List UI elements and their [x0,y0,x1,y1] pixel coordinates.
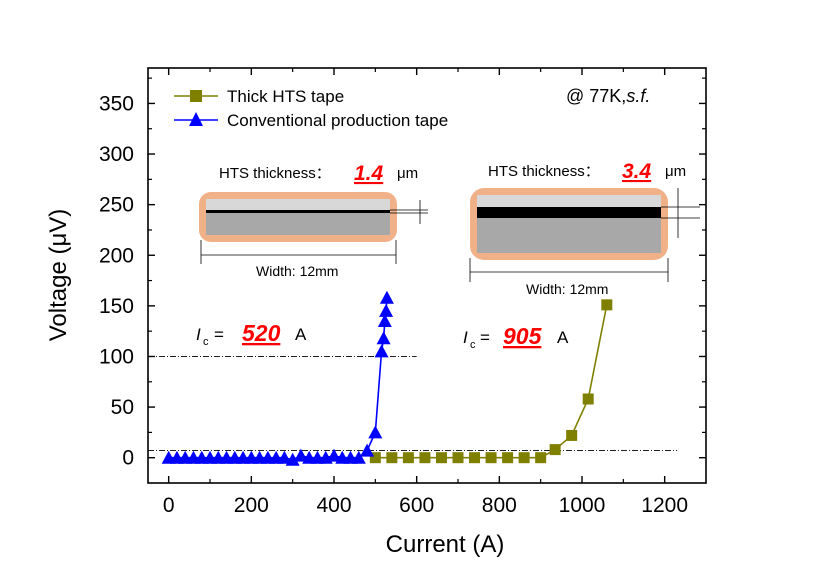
data-point-triangle [377,314,392,328]
tape-right-thickness-value: 3.4 [622,160,652,183]
data-point-square [369,452,381,464]
data-point-square [502,452,514,464]
tape-left-width-label: Width: 12mm [256,263,338,279]
x-tick-label: 800 [482,494,517,517]
tape-left-thickness-label: HTS thickness： [219,165,331,182]
data-point-square [419,452,431,464]
legend-item-thick: Thick HTS tape [174,87,344,106]
data-point-square [435,452,447,464]
ic-right-annotation: I c = 905 A [463,323,569,351]
data-point-triangle [327,448,341,462]
legend-marker-thick [190,90,202,102]
data-point-square [535,452,547,464]
tape-right-buffer [477,195,661,207]
series-layer [161,290,613,466]
legend-marker-conventional [189,112,203,126]
data-point-square [549,444,561,456]
y-tick-label: 300 [99,143,134,166]
data-point-triangle [351,450,366,464]
x-tick-label: 0 [163,494,175,517]
y-tick-label: 250 [99,194,134,217]
data-point-square [566,429,578,441]
legend-label-conventional: Conventional production tape [227,111,448,130]
x-tick-label: 200 [234,494,269,517]
condition-label: @ 77K,s.f. [566,86,650,106]
ic-right-symbol: I [463,328,468,347]
ic-left-value: 520 [242,320,281,346]
data-point-triangle [376,331,391,345]
ic-right-equals: = [480,328,490,347]
x-axis-title: Current (A) [386,531,505,558]
y-tick-label: 0 [122,447,134,470]
tape-left-hts-layer [206,210,390,213]
condition-label-italic: s.f. [626,86,650,106]
data-point-triangle [360,443,375,457]
tape-left-illustration: HTS thickness： 1.4 μm Width: 12mm [199,162,428,279]
data-point-square [469,452,481,464]
data-point-square [518,452,530,464]
data-point-square [601,299,613,311]
y-tick-label: 50 [111,396,134,419]
data-point-triangle [374,344,389,358]
data-point-triangle [379,290,394,304]
data-point-square [452,452,464,464]
data-point-triangle [293,448,308,462]
legend: Thick HTS tape Conventional production t… [174,87,448,130]
ic-left-symbol: I [196,325,201,344]
legend-item-conventional: Conventional production tape [174,111,448,130]
data-point-square [402,452,414,464]
legend-label-thick: Thick HTS tape [227,87,344,106]
ic-left-annotation: I c = 520 A [196,320,307,348]
data-point-triangle [379,303,394,317]
ic-right-unit: A [557,328,569,347]
ic-right-subscript: c [470,339,476,351]
ic-left-subscript: c [203,336,209,348]
condition-label-main: @ 77K, [566,86,626,106]
ic-left-unit: A [295,325,307,344]
y-axis-title: Voltage (μV) [45,209,72,342]
x-tick-label: 1000 [559,494,606,517]
data-point-triangle [285,452,300,466]
ic-left-equals: = [214,325,224,344]
data-point-triangle [368,425,383,439]
data-point-square [582,393,594,405]
tape-right-illustration: HTS thickness： 3.4 μm Width: 12mm [469,160,700,297]
x-tick-label: 1200 [641,494,688,517]
plot-frame [147,67,707,484]
ic-right-value: 905 [503,323,543,349]
y-tick-label: 150 [99,295,134,318]
reference-lines [148,356,678,452]
data-point-square [386,452,398,464]
data-point-triangle [277,450,292,464]
tape-right-thickness-unit: μm [665,163,686,180]
ticks-layer: 0 200 400 600 800 1000 1200 0 50 100 150 200 250 300 3… [99,68,706,517]
y-tick-label: 100 [99,345,134,368]
x-tick-label: 600 [399,494,434,517]
y-tick-label: 200 [99,244,134,267]
tape-left-buffer [206,199,390,211]
tape-left-thickness-unit: μm [397,165,418,182]
y-tick-label: 350 [99,92,134,115]
tape-right-thickness-label: HTS thickness： [488,163,600,180]
tape-right-width-label: Width: 12mm [526,281,608,297]
tape-left-thickness-value: 1.4 [354,162,384,185]
tape-right-hts-layer [477,207,661,218]
x-tick-label: 400 [316,494,351,517]
data-point-square [485,452,497,464]
